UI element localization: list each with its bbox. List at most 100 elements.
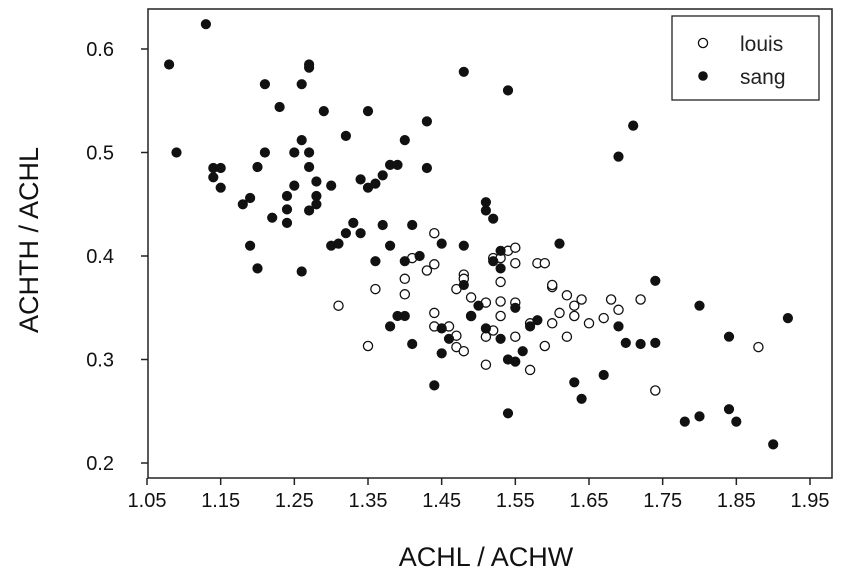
point-sang-40 bbox=[355, 174, 366, 185]
point-sang-79 bbox=[502, 408, 514, 419]
point-louis-3 bbox=[399, 289, 411, 300]
point-sang-68 bbox=[466, 310, 477, 322]
point-louis-2 bbox=[370, 283, 381, 295]
point-sang-26 bbox=[304, 205, 315, 216]
point-louis-40 bbox=[546, 279, 558, 291]
x-tick-label-4: 1.45 bbox=[422, 490, 461, 512]
point-sang-28 bbox=[304, 59, 315, 70]
point-louis-7 bbox=[429, 259, 440, 270]
point-sang-10 bbox=[252, 263, 263, 274]
y-axis-title: ACHTH / ACHL bbox=[14, 147, 44, 333]
point-sang-62 bbox=[436, 323, 447, 334]
point-sang-11 bbox=[252, 161, 263, 173]
point-sang-60 bbox=[429, 380, 440, 391]
point-sang-86 bbox=[554, 238, 565, 249]
x-tick-label-3: 1.35 bbox=[349, 490, 388, 512]
point-sang-7 bbox=[237, 199, 248, 210]
point-sang-0 bbox=[164, 59, 175, 70]
point-sang-54 bbox=[399, 310, 410, 322]
point-louis-50 bbox=[605, 294, 617, 305]
point-sang-69 bbox=[473, 300, 484, 311]
point-sang-48 bbox=[385, 240, 396, 251]
point-sang-74 bbox=[488, 213, 499, 224]
point-sang-14 bbox=[267, 212, 278, 223]
point-sang-29 bbox=[311, 176, 322, 187]
point-sang-98 bbox=[694, 300, 705, 311]
point-louis-54 bbox=[753, 341, 764, 353]
point-louis-25 bbox=[495, 276, 506, 288]
point-sang-96 bbox=[650, 337, 661, 349]
point-sang-71 bbox=[480, 205, 492, 216]
point-sang-24 bbox=[304, 161, 315, 173]
x-tick-label-9: 1.95 bbox=[791, 490, 830, 512]
y-tick-label-2: 0.4 bbox=[86, 246, 114, 268]
point-sang-4 bbox=[208, 172, 219, 183]
point-sang-90 bbox=[613, 151, 624, 162]
point-sang-16 bbox=[281, 217, 293, 228]
point-louis-47 bbox=[576, 294, 587, 305]
point-sang-83 bbox=[517, 346, 528, 357]
x-tick-label-6: 1.65 bbox=[570, 490, 609, 512]
point-louis-1 bbox=[362, 340, 374, 352]
point-sang-99 bbox=[694, 411, 705, 422]
point-sang-57 bbox=[414, 250, 425, 262]
point-sang-9 bbox=[245, 192, 256, 204]
point-sang-21 bbox=[296, 135, 307, 146]
point-sang-64 bbox=[443, 333, 455, 344]
point-sang-49 bbox=[385, 321, 396, 332]
point-louis-49 bbox=[598, 312, 609, 324]
point-sang-72 bbox=[480, 323, 492, 334]
x-axis-title: ACHL / ACHW bbox=[399, 542, 574, 572]
x-tick-label-2: 1.25 bbox=[275, 490, 314, 512]
y-tick-label-1: 0.3 bbox=[86, 350, 114, 372]
point-louis-48 bbox=[583, 318, 595, 329]
x-tick-label-8: 1.85 bbox=[717, 490, 756, 512]
point-sang-35 bbox=[333, 238, 344, 249]
point-sang-92 bbox=[620, 337, 631, 349]
point-louis-8 bbox=[429, 227, 440, 239]
point-sang-20 bbox=[289, 180, 300, 191]
point-louis-0 bbox=[333, 300, 344, 311]
data-points bbox=[164, 19, 794, 450]
point-sang-6 bbox=[215, 182, 226, 193]
legend-marker-louis bbox=[697, 37, 709, 49]
point-sang-46 bbox=[377, 219, 388, 231]
point-sang-33 bbox=[326, 180, 337, 191]
point-louis-10 bbox=[429, 307, 440, 319]
point-louis-35 bbox=[524, 364, 536, 376]
point-sang-13 bbox=[259, 79, 271, 90]
x-tick-label-1: 1.15 bbox=[201, 490, 240, 512]
point-sang-77 bbox=[495, 263, 506, 274]
point-sang-53 bbox=[399, 256, 410, 267]
point-sang-84 bbox=[524, 321, 536, 332]
point-sang-104 bbox=[782, 313, 794, 324]
point-louis-46 bbox=[569, 310, 580, 322]
point-sang-12 bbox=[259, 147, 271, 158]
point-sang-18 bbox=[281, 190, 293, 202]
point-sang-17 bbox=[281, 204, 293, 215]
point-louis-38 bbox=[539, 257, 551, 269]
point-sang-36 bbox=[340, 228, 352, 239]
legend-label-louis: louis bbox=[740, 33, 783, 56]
point-sang-37 bbox=[340, 130, 352, 141]
point-louis-6 bbox=[421, 265, 433, 276]
point-sang-95 bbox=[650, 275, 661, 286]
point-louis-53 bbox=[650, 385, 661, 396]
x-tick-label-7: 1.75 bbox=[643, 490, 682, 512]
y-tick-label-4: 0.6 bbox=[86, 39, 114, 61]
point-sang-75 bbox=[495, 333, 506, 344]
point-sang-94 bbox=[635, 338, 646, 350]
point-sang-2 bbox=[200, 19, 211, 30]
point-sang-1 bbox=[171, 147, 182, 158]
legend: louis sang bbox=[671, 15, 820, 101]
point-sang-59 bbox=[421, 116, 433, 127]
point-sang-88 bbox=[576, 393, 587, 404]
point-sang-73 bbox=[488, 256, 499, 267]
point-sang-31 bbox=[311, 190, 322, 202]
point-louis-51 bbox=[613, 304, 624, 316]
point-louis-45 bbox=[569, 300, 580, 311]
point-sang-101 bbox=[723, 404, 735, 415]
point-sang-93 bbox=[628, 120, 639, 131]
legend-box bbox=[671, 15, 820, 101]
